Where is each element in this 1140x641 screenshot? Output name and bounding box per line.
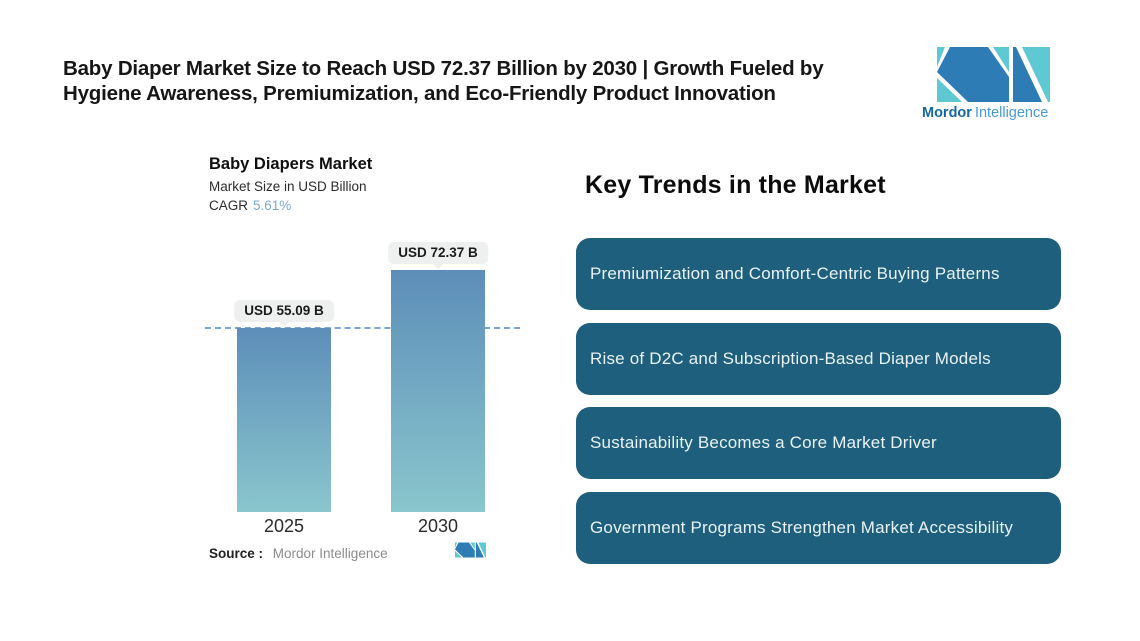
page-title-line1: Baby Diaper Market Size to Reach USD 72.… xyxy=(63,57,824,80)
value-label-2025: USD 55.09 B xyxy=(234,300,334,327)
brand-text: Mordor Intelligence xyxy=(922,105,1052,121)
trend-card-sustainability: Sustainability Becomes a Core Market Dri… xyxy=(576,407,1061,479)
cagr-value: 5.61% xyxy=(253,198,292,213)
trend-card-premiumization: Premiumization and Comfort-Centric Buyin… xyxy=(576,238,1061,310)
bar-2025 xyxy=(237,328,331,512)
mordor-logo-small-icon xyxy=(455,542,486,558)
x-axis-label-2030: 2030 xyxy=(417,516,459,536)
chart-subtitle: Market Size in USD Billion xyxy=(209,179,367,194)
chart-title: Baby Diapers Market xyxy=(209,155,373,173)
value-label-2025-text: USD 55.09 B xyxy=(244,303,324,318)
bar-chart-plot: USD 55.09 B USD 72.37 B 2025 2030 xyxy=(205,240,520,536)
page-title-line2: Hygiene Awareness, Premiumization, and E… xyxy=(63,82,776,105)
value-label-2030-text: USD 72.37 B xyxy=(398,245,478,260)
trend-card-d2c-subscription: Rise of D2C and Subscription-Based Diape… xyxy=(576,323,1061,395)
cagr-label: CAGR xyxy=(209,198,249,213)
reference-dashed-line xyxy=(205,327,520,329)
mordor-logo-icon xyxy=(937,47,1050,102)
source-line: Source : Mordor Intelligence xyxy=(209,546,388,561)
chart-cagr: CAGR 5.61% xyxy=(209,198,372,213)
brand-name-light: Intelligence xyxy=(974,105,1049,121)
x-axis-label-2025: 2025 xyxy=(263,516,305,536)
value-label-tail xyxy=(431,263,444,269)
page-title: Baby Diaper Market Size to Reach USD 72.… xyxy=(63,56,824,106)
bar-2030 xyxy=(391,270,485,512)
brand-name-bold: Mordor xyxy=(922,105,972,121)
value-label-tail xyxy=(277,321,290,327)
trends-heading: Key Trends in the Market xyxy=(585,171,886,199)
source-value: Mordor Intelligence xyxy=(272,546,388,561)
value-label-2030: USD 72.37 B xyxy=(388,242,488,269)
trend-card-government-programs: Government Programs Strengthen Market Ac… xyxy=(576,492,1061,564)
brand-logo: Mordor Intelligence xyxy=(922,47,1052,121)
chart-header: Baby Diapers Market Market Size in USD B… xyxy=(209,155,372,213)
source-label: Source : xyxy=(209,546,264,561)
